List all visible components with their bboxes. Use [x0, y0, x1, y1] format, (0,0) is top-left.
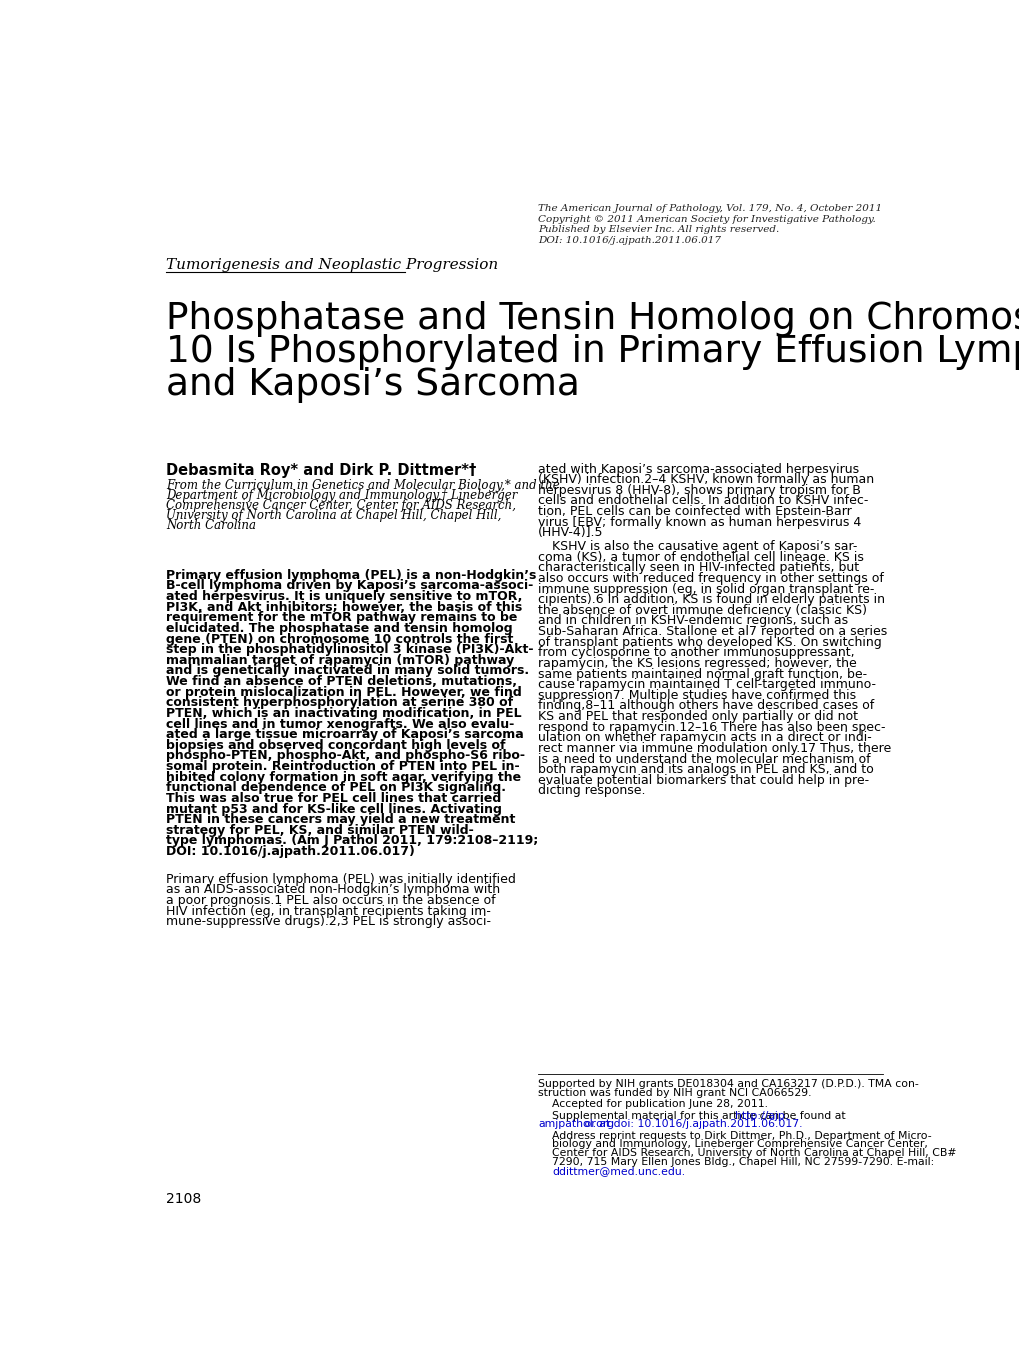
Text: PTEN, which is an inactivating modification, in PEL: PTEN, which is an inactivating modificat… [166, 707, 522, 719]
Text: ated a large tissue microarray of Kaposi’s sarcoma: ated a large tissue microarray of Kaposi… [166, 728, 524, 741]
Text: Copyright © 2011 American Society for Investigative Pathology.: Copyright © 2011 American Society for In… [538, 214, 875, 224]
Text: From the Curriculum in Genetics and Molecular Biology,* and the: From the Curriculum in Genetics and Mole… [166, 479, 559, 491]
Text: as an AIDS-associated non-Hodgkin’s lymphoma with: as an AIDS-associated non-Hodgkin’s lymp… [166, 883, 500, 897]
Text: 10 Is Phosphorylated in Primary Effusion Lymphoma: 10 Is Phosphorylated in Primary Effusion… [166, 334, 1019, 370]
Text: and Kaposi’s Sarcoma: and Kaposi’s Sarcoma [166, 367, 580, 403]
Text: amjpathol.org: amjpathol.org [538, 1119, 613, 1129]
Text: B-cell lymphoma driven by Kaposi’s sarcoma-associ-: B-cell lymphoma driven by Kaposi’s sarco… [166, 580, 533, 592]
Text: requirement for the mTOR pathway remains to be: requirement for the mTOR pathway remains… [166, 612, 517, 624]
Text: Tumorigenesis and Neoplastic Progression: Tumorigenesis and Neoplastic Progression [166, 258, 498, 272]
Text: ated with Kaposi’s sarcoma-associated herpesvirus: ated with Kaposi’s sarcoma-associated he… [538, 463, 859, 475]
Text: mammalian target of rapamycin (mTOR) pathway: mammalian target of rapamycin (mTOR) pat… [166, 654, 514, 667]
Text: functional dependence of PEL on PI3K signaling.: functional dependence of PEL on PI3K sig… [166, 781, 505, 794]
Text: coma (KS), a tumor of endothelial cell lineage. KS is: coma (KS), a tumor of endothelial cell l… [538, 550, 863, 564]
Text: Debasmita Roy* and Dirk P. Dittmer*†: Debasmita Roy* and Dirk P. Dittmer*† [166, 463, 476, 478]
Text: DOI: 10.1016/j.ajpath.2011.06.017: DOI: 10.1016/j.ajpath.2011.06.017 [538, 236, 720, 246]
Text: is a need to understand the molecular mechanism of: is a need to understand the molecular me… [538, 752, 870, 766]
Text: Supplemental material for this article can be found at: Supplemental material for this article c… [551, 1111, 849, 1121]
Text: ddittmer@med.unc.edu.: ddittmer@med.unc.edu. [551, 1166, 685, 1177]
Text: also occurs with reduced frequency in other settings of: also occurs with reduced frequency in ot… [538, 572, 883, 584]
Text: suppression7. Multiple studies have confirmed this: suppression7. Multiple studies have conf… [538, 689, 856, 702]
Text: of transplant patients who developed KS. On switching: of transplant patients who developed KS.… [538, 636, 881, 648]
Text: 7290, 715 Mary Ellen Jones Bldg., Chapel Hill, NC 27599-7290. E-mail:: 7290, 715 Mary Ellen Jones Bldg., Chapel… [551, 1158, 933, 1167]
Text: respond to rapamycin.12–16 There has also been spec-: respond to rapamycin.12–16 There has als… [538, 721, 884, 733]
Text: (KSHV) infection.2–4 KSHV, known formally as human: (KSHV) infection.2–4 KSHV, known formall… [538, 474, 873, 486]
Text: Address reprint requests to Dirk Dittmer, Ph.D., Department of Micro-: Address reprint requests to Dirk Dittmer… [551, 1130, 931, 1141]
Text: (HHV-4)].5: (HHV-4)].5 [538, 527, 603, 539]
Text: phospho-PTEN, phospho-Akt, and phospho-S6 ribo-: phospho-PTEN, phospho-Akt, and phospho-S… [166, 749, 525, 763]
Text: This was also true for PEL cell lines that carried: This was also true for PEL cell lines th… [166, 792, 501, 805]
Text: HIV infection (eg, in transplant recipients taking im-: HIV infection (eg, in transplant recipie… [166, 905, 490, 917]
Text: KS and PEL that responded only partially or did not: KS and PEL that responded only partially… [538, 710, 857, 723]
Text: tion, PEL cells can be coinfected with Epstein-Barr: tion, PEL cells can be coinfected with E… [538, 505, 851, 519]
Text: characteristically seen in HIV-infected patients, but: characteristically seen in HIV-infected … [538, 561, 859, 575]
Text: struction was funded by NIH grant NCI CA066529.: struction was funded by NIH grant NCI CA… [538, 1088, 811, 1099]
Text: 2108: 2108 [166, 1192, 202, 1205]
Text: cell lines and in tumor xenografts. We also evalu-: cell lines and in tumor xenografts. We a… [166, 718, 514, 730]
Text: Supported by NIH grants DE018304 and CA163217 (D.P.D.). TMA con-: Supported by NIH grants DE018304 and CA1… [538, 1080, 918, 1089]
Text: University of North Carolina at Chapel Hill, Chapel Hill,: University of North Carolina at Chapel H… [166, 509, 501, 523]
Text: strategy for PEL, KS, and similar PTEN wild-: strategy for PEL, KS, and similar PTEN w… [166, 824, 474, 837]
Text: cipients).6 In addition, KS is found in elderly patients in: cipients).6 In addition, KS is found in … [538, 594, 884, 606]
Text: from cyclosporine to another immunosuppressant,: from cyclosporine to another immunosuppr… [538, 646, 854, 659]
Text: consistent hyperphosphorylation at serine 380 of: consistent hyperphosphorylation at serin… [166, 696, 513, 710]
Text: KSHV is also the causative agent of Kaposi’s sar-: KSHV is also the causative agent of Kapo… [551, 541, 857, 553]
Text: virus [EBV; formally known as human herpesvirus 4: virus [EBV; formally known as human herp… [538, 516, 861, 528]
Text: Phosphatase and Tensin Homolog on Chromosome: Phosphatase and Tensin Homolog on Chromo… [166, 300, 1019, 337]
Text: immune suppression (eg, in solid organ transplant re-: immune suppression (eg, in solid organ t… [538, 583, 873, 595]
Text: mune-suppressive drugs).2,3 PEL is strongly associ-: mune-suppressive drugs).2,3 PEL is stron… [166, 915, 491, 928]
Text: type lymphomas. (Am J Pathol 2011, 179:2108–2119;: type lymphomas. (Am J Pathol 2011, 179:2… [166, 834, 538, 848]
Text: cause rapamycin maintained T cell-targeted immuno-: cause rapamycin maintained T cell-target… [538, 678, 875, 691]
Text: DOI: 10.1016/j.ajpath.2011.06.017): DOI: 10.1016/j.ajpath.2011.06.017) [166, 845, 415, 859]
Text: the absence of overt immune deficiency (classic KS): the absence of overt immune deficiency (… [538, 603, 866, 617]
Text: http://ajp.: http://ajp. [734, 1111, 787, 1121]
Text: somal protein. Reintroduction of PTEN into PEL in-: somal protein. Reintroduction of PTEN in… [166, 760, 520, 773]
Text: We find an absence of PTEN deletions, mutations,: We find an absence of PTEN deletions, mu… [166, 676, 517, 688]
Text: elucidated. The phosphatase and tensin homolog: elucidated. The phosphatase and tensin h… [166, 622, 513, 635]
Text: or protein mislocalization in PEL. However, we find: or protein mislocalization in PEL. Howev… [166, 685, 522, 699]
Text: biology and Immunology, Lineberger Comprehensive Cancer Center,: biology and Immunology, Lineberger Compr… [551, 1140, 927, 1149]
Text: rapamycin, the KS lesions regressed; however, the: rapamycin, the KS lesions regressed; how… [538, 657, 856, 670]
Text: finding,8–11 although others have described cases of: finding,8–11 although others have descri… [538, 699, 873, 713]
Text: Published by Elsevier Inc. All rights reserved.: Published by Elsevier Inc. All rights re… [538, 225, 779, 235]
Text: a poor prognosis.1 PEL also occurs in the absence of: a poor prognosis.1 PEL also occurs in th… [166, 894, 495, 906]
Text: ulation on whether rapamycin acts in a direct or indi-: ulation on whether rapamycin acts in a d… [538, 732, 871, 744]
Text: Primary effusion lymphoma (PEL) is a non-Hodgkin’s: Primary effusion lymphoma (PEL) is a non… [166, 569, 536, 581]
Text: Primary effusion lymphoma (PEL) was initially identified: Primary effusion lymphoma (PEL) was init… [166, 872, 516, 886]
Text: and is genetically inactivated in many solid tumors.: and is genetically inactivated in many s… [166, 665, 529, 677]
Text: Sub-Saharan Africa. Stallone et al7 reported on a series: Sub-Saharan Africa. Stallone et al7 repo… [538, 625, 887, 637]
Text: Department of Microbiology and Immunology,† Lineberger: Department of Microbiology and Immunolog… [166, 489, 517, 502]
Text: step in the phosphatidylinositol 3 kinase (PI3K)-Akt-: step in the phosphatidylinositol 3 kinas… [166, 643, 533, 657]
Text: hibited colony formation in soft agar, verifying the: hibited colony formation in soft agar, v… [166, 771, 521, 784]
Text: herpesvirus 8 (HHV-8), shows primary tropism for B: herpesvirus 8 (HHV-8), shows primary tro… [538, 483, 860, 497]
Text: gene (PTEN) on chromosome 10 controls the first: gene (PTEN) on chromosome 10 controls th… [166, 632, 514, 646]
Text: and in children in KSHV-endemic regions, such as: and in children in KSHV-endemic regions,… [538, 614, 848, 628]
Text: Comprehensive Cancer Center, Center for AIDS Research,: Comprehensive Cancer Center, Center for … [166, 500, 516, 512]
Text: both rapamycin and its analogs in PEL and KS, and to: both rapamycin and its analogs in PEL an… [538, 763, 873, 777]
Text: PTEN in these cancers may yield a new treatment: PTEN in these cancers may yield a new tr… [166, 814, 516, 826]
Text: Center for AIDS Research, University of North Carolina at Chapel Hill, CB#: Center for AIDS Research, University of … [551, 1148, 956, 1159]
Text: cells and endothelial cells. In addition to KSHV infec-: cells and endothelial cells. In addition… [538, 494, 868, 508]
Text: evaluate potential biomarkers that could help in pre-: evaluate potential biomarkers that could… [538, 774, 868, 786]
Text: Accepted for publication June 28, 2011.: Accepted for publication June 28, 2011. [551, 1099, 767, 1110]
Text: mutant p53 and for KS-like cell lines. Activating: mutant p53 and for KS-like cell lines. A… [166, 803, 501, 816]
Text: same patients maintained normal graft function, be-: same patients maintained normal graft fu… [538, 667, 866, 681]
Text: PI3K, and Akt inhibitors; however, the basis of this: PI3K, and Akt inhibitors; however, the b… [166, 601, 522, 614]
Text: ated herpesvirus. It is uniquely sensitive to mTOR,: ated herpesvirus. It is uniquely sensiti… [166, 590, 522, 603]
Text: dicting response.: dicting response. [538, 785, 645, 797]
Text: rect manner via immune modulation only.17 Thus, there: rect manner via immune modulation only.1… [538, 743, 891, 755]
Text: or at doi: 10.1016/j.ajpath.2011.06.017.: or at doi: 10.1016/j.ajpath.2011.06.017. [581, 1119, 802, 1129]
Text: North Carolina: North Carolina [166, 520, 256, 532]
Text: The American Journal of Pathology, Vol. 179, No. 4, October 2011: The American Journal of Pathology, Vol. … [538, 203, 881, 213]
Text: biopsies and observed concordant high levels of: biopsies and observed concordant high le… [166, 738, 505, 752]
